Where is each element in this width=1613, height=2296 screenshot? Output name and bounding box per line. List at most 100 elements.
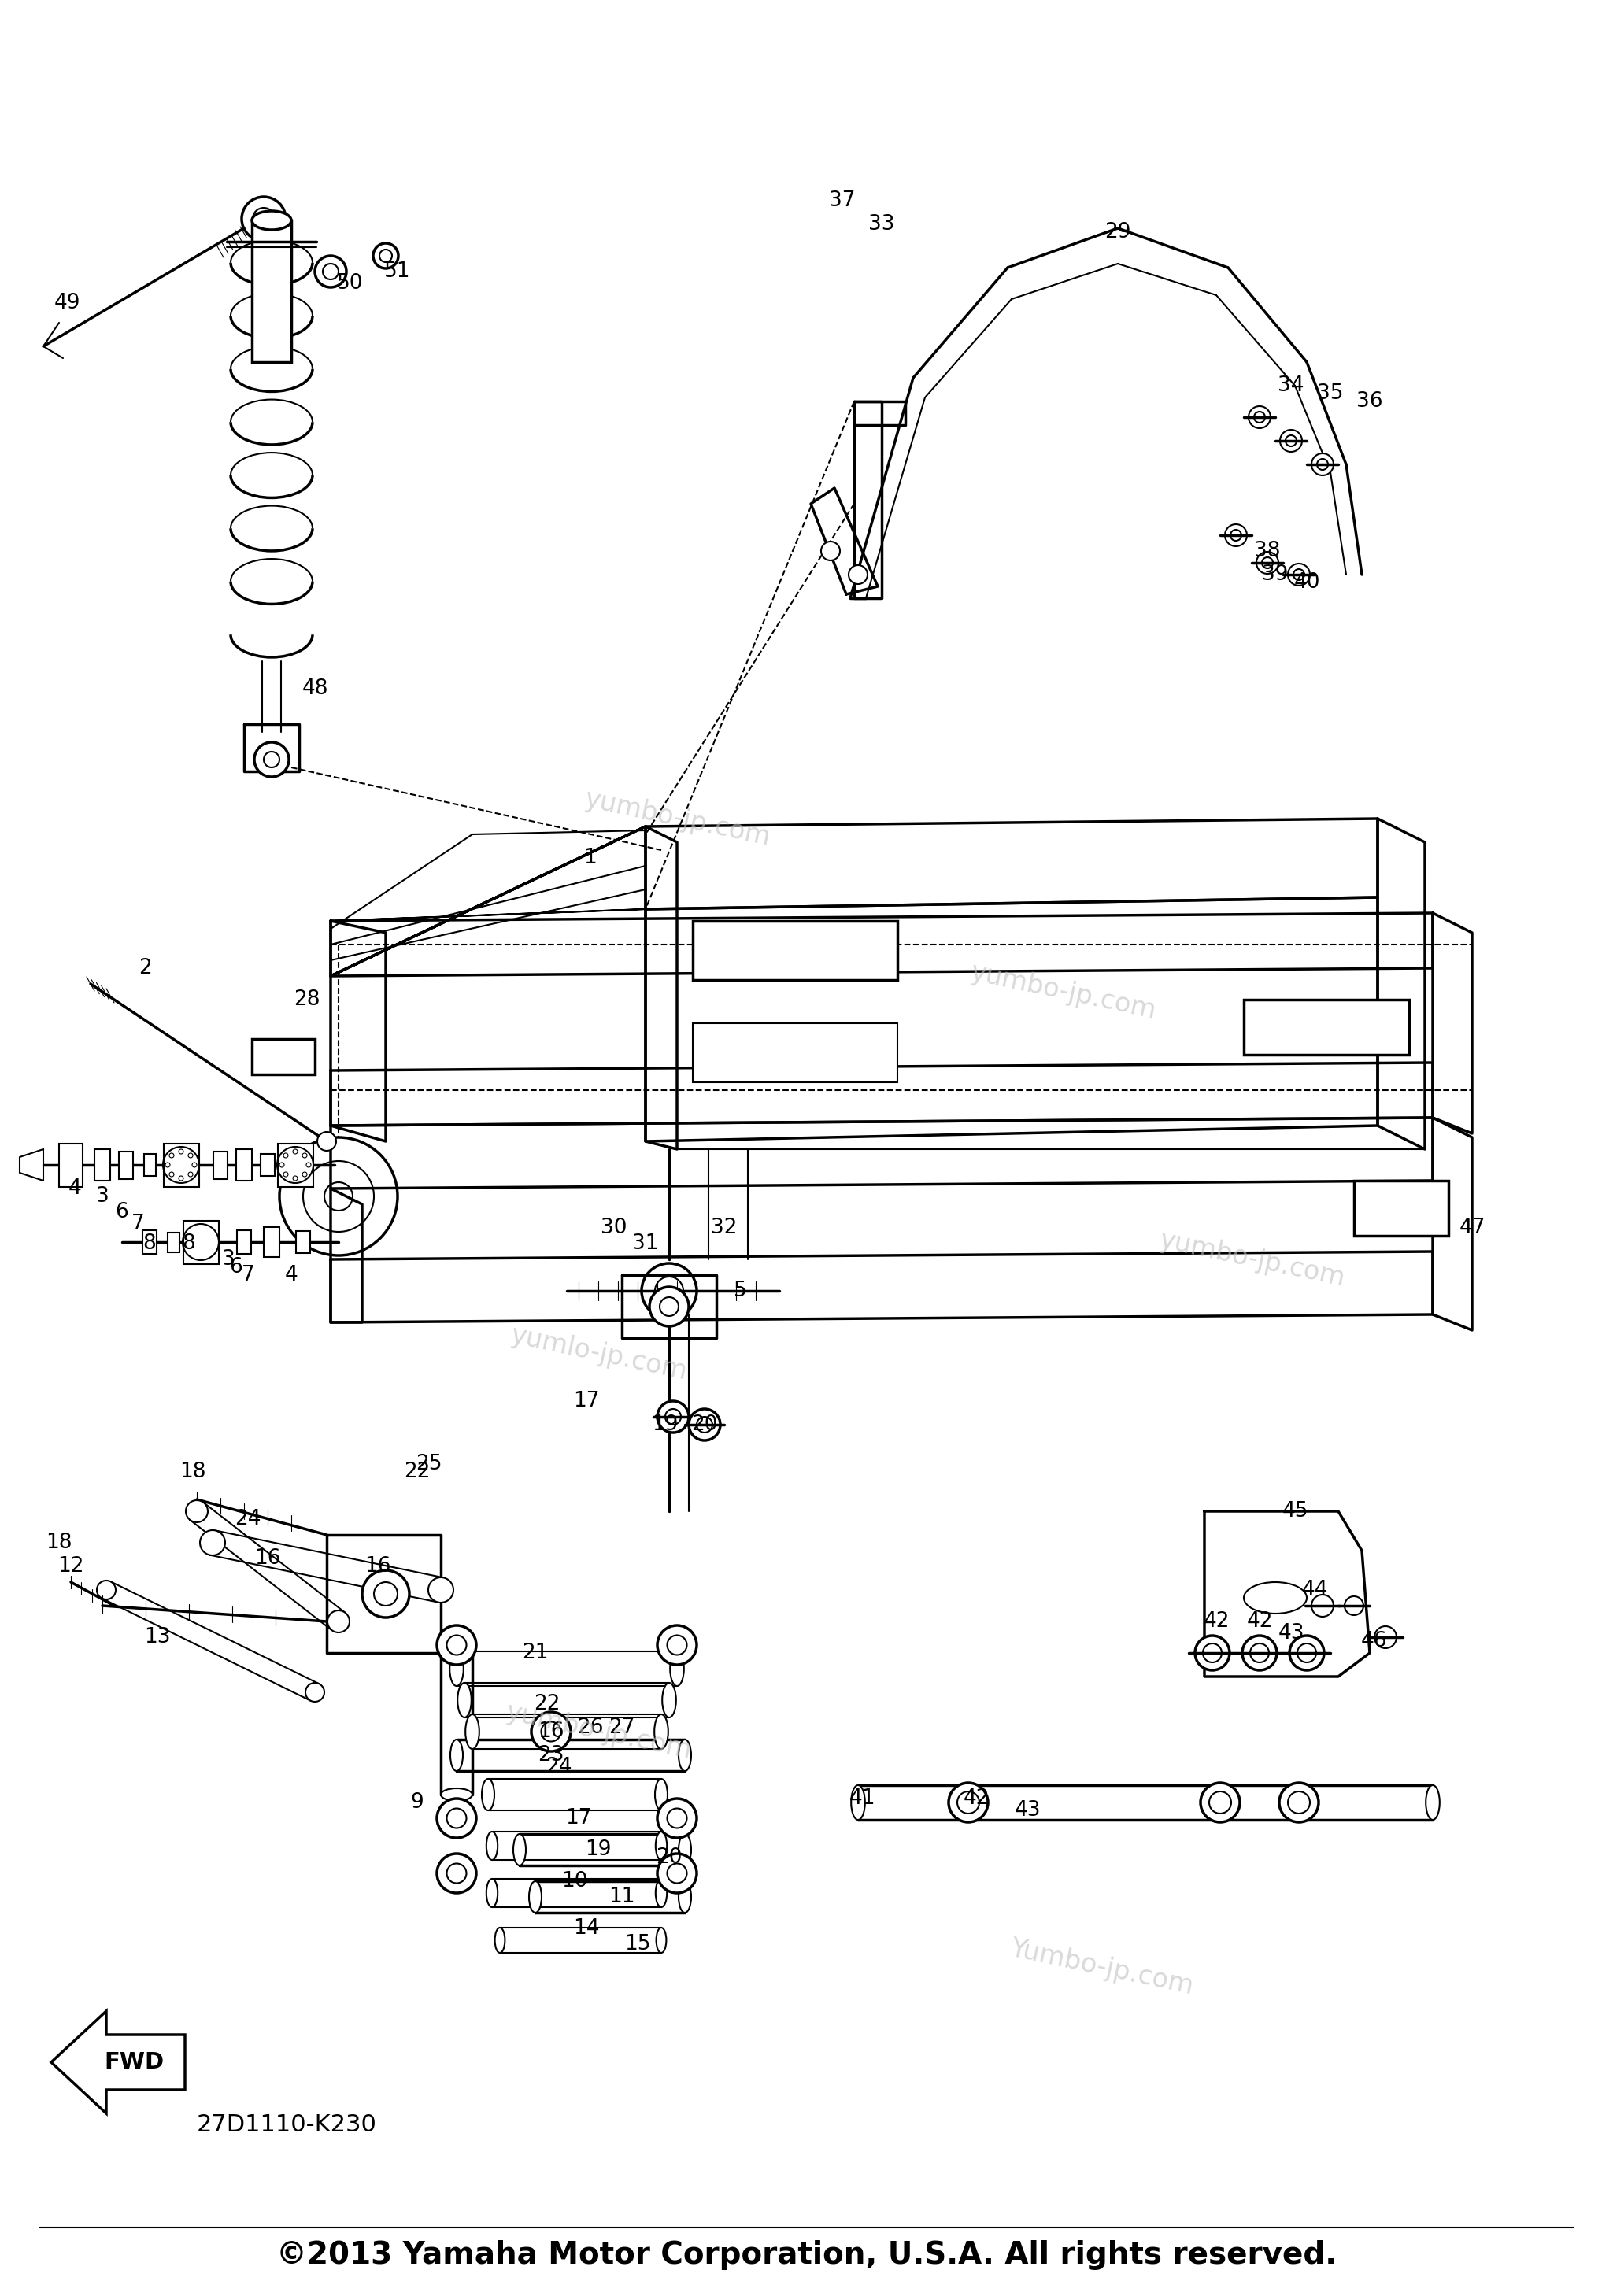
Circle shape: [689, 1410, 721, 1440]
Text: 25: 25: [416, 1453, 442, 1474]
Ellipse shape: [663, 1683, 676, 1717]
Circle shape: [1345, 1596, 1363, 1614]
Text: 1: 1: [584, 847, 597, 868]
Bar: [95, 1150, 110, 1180]
Text: 17: 17: [566, 1807, 592, 1828]
Ellipse shape: [458, 1683, 471, 1717]
Text: 20: 20: [656, 1848, 682, 1869]
Circle shape: [185, 1499, 208, 1522]
Circle shape: [318, 1132, 336, 1150]
Circle shape: [305, 1683, 324, 1701]
Circle shape: [531, 1713, 571, 1752]
Ellipse shape: [495, 1929, 505, 1954]
Text: FWD: FWD: [103, 2050, 165, 2073]
Ellipse shape: [1426, 1786, 1440, 1821]
Circle shape: [361, 1570, 410, 1616]
Text: 18: 18: [179, 1463, 206, 1483]
Text: 8: 8: [144, 1233, 156, 1254]
Text: 30: 30: [600, 1217, 627, 1238]
Text: 24: 24: [545, 1756, 573, 1777]
Text: 22: 22: [534, 1694, 560, 1715]
Circle shape: [821, 542, 840, 560]
Circle shape: [1311, 1596, 1334, 1616]
Bar: [235, 1150, 252, 1180]
Circle shape: [948, 1782, 987, 1823]
Ellipse shape: [487, 1832, 498, 1860]
Circle shape: [327, 1609, 350, 1632]
Text: 7: 7: [131, 1215, 144, 1235]
Text: yumbo-jp.com: yumbo-jp.com: [1157, 1226, 1347, 1293]
Text: 31: 31: [632, 1233, 658, 1254]
Text: 6: 6: [229, 1256, 244, 1277]
Text: ©2013 Yamaha Motor Corporation, U.S.A. All rights reserved.: ©2013 Yamaha Motor Corporation, U.S.A. A…: [276, 2241, 1337, 2271]
Bar: [237, 1231, 252, 1254]
Ellipse shape: [440, 1789, 473, 1800]
Bar: [263, 1226, 279, 1256]
Circle shape: [1287, 563, 1310, 585]
Circle shape: [303, 1162, 374, 1233]
Ellipse shape: [655, 1779, 668, 1809]
Text: 15: 15: [624, 1933, 650, 1954]
Circle shape: [1200, 1782, 1240, 1823]
Text: 32: 32: [711, 1217, 737, 1238]
Text: 9: 9: [411, 1793, 424, 1814]
Text: 38: 38: [1255, 542, 1281, 560]
Text: 17: 17: [573, 1391, 600, 1412]
Bar: [252, 1040, 315, 1075]
Bar: [168, 1233, 179, 1251]
Text: 41: 41: [848, 1789, 876, 1809]
Text: 34: 34: [1277, 377, 1305, 395]
Text: 46: 46: [1360, 1630, 1387, 1651]
Bar: [252, 220, 292, 363]
Bar: [213, 1153, 227, 1180]
Text: 33: 33: [868, 214, 895, 234]
Ellipse shape: [679, 1880, 692, 1913]
Bar: [261, 1155, 274, 1176]
Text: 27: 27: [608, 1717, 636, 1738]
Bar: [692, 1024, 897, 1081]
Circle shape: [373, 243, 398, 269]
Text: 10: 10: [561, 1871, 587, 1892]
Text: 20: 20: [692, 1414, 718, 1435]
Text: yumbo-jp.com: yumbo-jp.com: [503, 1699, 694, 1763]
Circle shape: [642, 1263, 697, 1318]
Circle shape: [1257, 551, 1279, 574]
Circle shape: [650, 1288, 689, 1327]
Bar: [165, 1143, 198, 1187]
Ellipse shape: [450, 1740, 463, 1770]
Circle shape: [1311, 452, 1334, 475]
Circle shape: [1248, 406, 1271, 427]
Ellipse shape: [513, 1835, 526, 1864]
Bar: [60, 1143, 82, 1187]
Circle shape: [658, 1798, 697, 1837]
Text: Yumbo-jp.com: Yumbo-jp.com: [1008, 1936, 1197, 2000]
Text: 50: 50: [337, 273, 363, 294]
Text: 16: 16: [255, 1548, 281, 1568]
Text: 39: 39: [1261, 565, 1289, 585]
Ellipse shape: [852, 1786, 865, 1821]
Text: 27D1110-K230: 27D1110-K230: [197, 2115, 377, 2138]
Ellipse shape: [679, 1740, 692, 1770]
Ellipse shape: [466, 1715, 479, 1750]
Bar: [144, 1155, 156, 1176]
Text: 45: 45: [1282, 1502, 1308, 1522]
Text: 47: 47: [1458, 1217, 1486, 1238]
Ellipse shape: [487, 1878, 498, 1908]
Text: 16: 16: [537, 1722, 565, 1743]
Circle shape: [279, 1137, 397, 1256]
Text: yumlo-jp.com: yumlo-jp.com: [508, 1322, 689, 1384]
Circle shape: [658, 1401, 689, 1433]
Text: yumbo-jp.com: yumbo-jp.com: [582, 785, 773, 852]
Text: 44: 44: [1302, 1580, 1327, 1600]
Text: 11: 11: [608, 1887, 636, 1908]
Circle shape: [437, 1853, 476, 1892]
Text: 28: 28: [294, 990, 321, 1010]
Circle shape: [1374, 1626, 1397, 1649]
Text: 4: 4: [284, 1265, 298, 1286]
Text: 2: 2: [139, 957, 152, 978]
Circle shape: [1224, 523, 1247, 546]
Text: 12: 12: [58, 1557, 84, 1577]
Bar: [119, 1153, 132, 1180]
Circle shape: [97, 1580, 116, 1600]
Text: 7: 7: [242, 1265, 255, 1286]
